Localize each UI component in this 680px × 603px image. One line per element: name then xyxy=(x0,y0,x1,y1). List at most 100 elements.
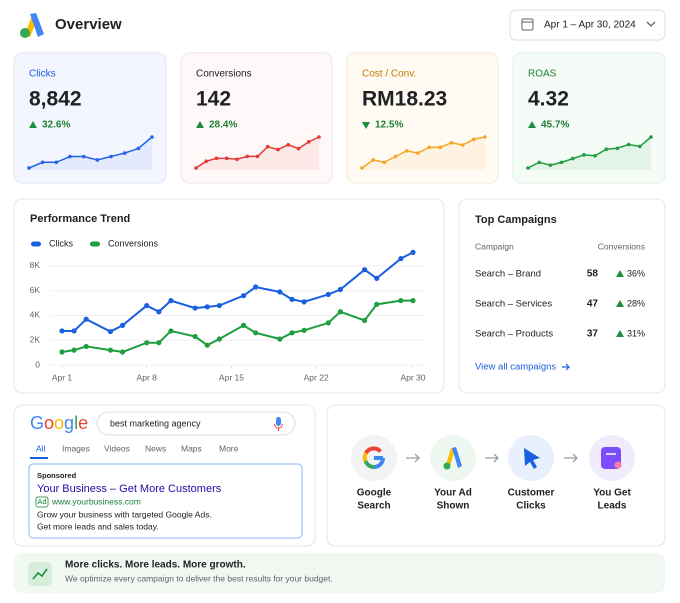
sparkline-point xyxy=(582,153,586,157)
banner-text: We optimize every campaign to deliver th… xyxy=(65,573,333,583)
sparkline-point xyxy=(472,137,476,142)
flow-arrows xyxy=(406,453,578,463)
campaign-change: 28% xyxy=(627,298,645,308)
sparkline-point xyxy=(626,142,631,147)
trend-point xyxy=(337,286,343,293)
sparkline-point xyxy=(194,166,198,170)
chevron xyxy=(646,21,656,27)
google-logo: Google xyxy=(30,413,88,433)
kpi-value: 142 xyxy=(196,88,231,111)
sparkline-point xyxy=(276,147,280,152)
sparkline-point xyxy=(570,156,575,161)
kpi-change: 32.6% xyxy=(42,120,70,131)
x-tick-label: Apr 22 xyxy=(304,372,329,382)
sparkline-point xyxy=(593,153,597,158)
mic-icon xyxy=(276,417,281,426)
sparkline-point xyxy=(526,166,530,170)
up-arrow xyxy=(616,270,624,277)
y-tick-label: 2K xyxy=(30,334,41,344)
trend-point xyxy=(361,267,368,273)
search-tab[interactable]: All xyxy=(36,443,46,453)
logo-letter: e xyxy=(78,413,88,433)
logo-letter: o xyxy=(54,413,64,433)
sparkline-point xyxy=(122,151,127,155)
trend-point xyxy=(59,349,65,355)
trend-point xyxy=(277,336,283,342)
trend-point xyxy=(277,289,283,295)
date-picker[interactable] xyxy=(509,9,666,41)
search-tab[interactable]: Videos xyxy=(104,443,130,453)
trend-point xyxy=(59,328,65,334)
trend-point xyxy=(398,298,404,304)
link[interactable]: View all campaigns xyxy=(475,362,556,373)
calendar-icon xyxy=(521,18,534,31)
up-arrow xyxy=(616,330,624,337)
sparkline-point xyxy=(537,160,541,165)
search-tab[interactable]: More xyxy=(219,443,239,453)
trend-point xyxy=(192,333,198,340)
link-arrow xyxy=(562,363,570,371)
sparkline-point xyxy=(427,145,431,150)
sparkline-point xyxy=(404,148,409,153)
y-tick-label: 6K xyxy=(30,285,41,295)
ad-url: www.yourbusiness.com xyxy=(51,496,141,506)
leads-icon xyxy=(614,461,622,469)
sponsored: Sponsored xyxy=(37,471,77,480)
ad-text: Get more leads and sales today. xyxy=(37,521,159,531)
logo xyxy=(20,13,44,38)
trend-point xyxy=(301,299,307,305)
banner xyxy=(14,553,665,593)
sparkline-point xyxy=(204,159,209,164)
sparkline-point xyxy=(483,135,487,139)
trend-point xyxy=(107,347,114,353)
step-label: Google xyxy=(357,488,392,499)
trend-point xyxy=(289,330,295,336)
trend-point xyxy=(240,293,247,299)
kpi-change: 28.4% xyxy=(209,120,237,131)
x-tick-label: Apr 1 xyxy=(52,372,73,382)
trend-point xyxy=(119,349,126,355)
search-box[interactable] xyxy=(96,411,296,436)
trend-point xyxy=(119,322,126,328)
ad-box xyxy=(28,463,303,539)
sparkline-point xyxy=(296,146,301,151)
sparkline xyxy=(28,136,153,169)
sparkline-point xyxy=(649,135,653,139)
kpi-label: Clicks xyxy=(29,69,56,80)
trend-point xyxy=(337,309,343,315)
up-arrow xyxy=(29,121,37,128)
sparkline-point xyxy=(214,156,219,161)
search-tab[interactable]: Maps xyxy=(181,443,202,453)
sparkline-area xyxy=(29,137,152,170)
step-label: Customer xyxy=(508,488,555,499)
campaign-conversions: 37 xyxy=(587,329,599,340)
ad-badge-text: Ad xyxy=(37,497,46,506)
sparkline-point xyxy=(27,166,31,170)
ad-headline[interactable]: Your Business – Get More Customers xyxy=(37,483,222,495)
trend-point xyxy=(192,305,198,311)
x-tick-label: Apr 15 xyxy=(219,372,244,382)
logo-letter: G xyxy=(30,413,44,433)
ad-text: Grow your business with targeted Google … xyxy=(37,509,212,519)
sparkline-point xyxy=(265,144,270,149)
step-label: Clicks xyxy=(516,501,546,512)
kpi-value: RM18.23 xyxy=(362,88,447,111)
x-tick-label: Apr 30 xyxy=(400,372,425,382)
sparkline-point xyxy=(559,160,564,165)
search-tab[interactable]: Images xyxy=(62,443,90,453)
card-title: Top Campaigns xyxy=(475,214,557,226)
mic-icon xyxy=(274,423,283,431)
sparkline-point xyxy=(224,156,229,161)
y-tick-label: 4K xyxy=(30,310,41,320)
search-tab[interactable]: News xyxy=(145,443,166,453)
sparkline-point xyxy=(393,154,398,159)
trend-point xyxy=(253,330,259,336)
sparkline-area xyxy=(362,137,485,170)
step-label: You Get xyxy=(593,488,631,499)
trend-point xyxy=(144,340,150,346)
sparkline-area xyxy=(528,137,651,170)
legend-swatch xyxy=(90,241,100,247)
card-title: Performance Trend xyxy=(30,213,130,225)
legend-label: Clicks xyxy=(49,238,73,248)
